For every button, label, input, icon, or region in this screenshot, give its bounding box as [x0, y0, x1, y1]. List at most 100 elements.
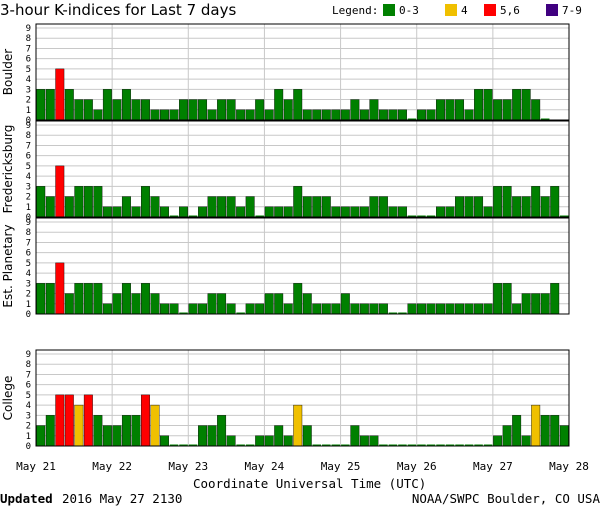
bar — [417, 109, 426, 121]
bar — [474, 89, 484, 121]
bar — [64, 89, 74, 121]
bar — [121, 196, 131, 218]
bar — [559, 215, 569, 217]
x-tick-label: May 26 — [397, 460, 437, 473]
bar — [112, 99, 122, 121]
bar — [74, 283, 84, 315]
bar — [93, 415, 103, 447]
bar — [455, 444, 464, 446]
bar — [255, 303, 265, 315]
updated-label: Updated — [0, 491, 53, 506]
bar — [493, 283, 503, 315]
bar — [521, 435, 531, 447]
bar — [445, 206, 455, 218]
bar — [140, 186, 150, 218]
bar — [179, 444, 188, 446]
bar — [255, 435, 265, 447]
bar — [169, 303, 179, 315]
bar — [198, 99, 208, 121]
legend-swatch-4 — [445, 4, 457, 16]
bar — [236, 109, 246, 121]
bar — [198, 206, 208, 218]
bar — [83, 283, 93, 315]
y-tick-label: 1 — [26, 106, 31, 116]
bar — [350, 425, 360, 447]
bar — [169, 444, 179, 446]
y-tick-label: 4 — [26, 269, 31, 279]
bar — [483, 206, 493, 218]
bar — [64, 394, 74, 447]
bar — [83, 186, 93, 218]
legend-swatch-0-3 — [383, 4, 395, 16]
bar — [302, 425, 312, 447]
bar — [474, 444, 483, 446]
bar — [302, 293, 312, 315]
y-tick-label: 5 — [26, 391, 31, 401]
bar — [293, 404, 303, 447]
bar — [312, 109, 322, 121]
bar — [150, 293, 160, 315]
bar — [255, 215, 264, 217]
bar — [531, 404, 541, 447]
bar — [188, 444, 198, 446]
bar — [121, 415, 131, 447]
legend-item-5-6: 5,6 — [500, 4, 520, 17]
bar — [36, 89, 46, 121]
y-tick-label: 7 — [26, 370, 31, 380]
bar — [426, 303, 436, 315]
bar — [331, 109, 341, 121]
bar — [445, 303, 455, 315]
y-tick-label: 0 — [26, 213, 31, 223]
bar — [45, 89, 55, 121]
bar — [188, 99, 198, 121]
bar — [359, 435, 369, 447]
bar — [540, 196, 550, 218]
bar — [417, 444, 426, 446]
y-tick-label: 3 — [26, 279, 31, 289]
bar — [226, 435, 236, 447]
bar — [283, 206, 293, 218]
bar — [350, 99, 360, 121]
bar — [359, 109, 369, 121]
bar — [436, 444, 445, 446]
bar — [112, 206, 122, 218]
bar — [407, 118, 417, 120]
y-tick-label: 7 — [26, 44, 31, 54]
bar — [112, 425, 122, 447]
bar — [293, 186, 303, 218]
bar — [236, 206, 246, 218]
y-tick-label: 6 — [26, 381, 31, 391]
y-tick-label: 0 — [26, 116, 31, 126]
bar — [302, 109, 312, 121]
y-tick-label: 0 — [26, 442, 31, 452]
bar — [140, 394, 150, 447]
bar — [74, 186, 84, 218]
bar — [540, 415, 550, 447]
bar — [188, 303, 198, 315]
bar — [102, 89, 112, 121]
bar — [464, 303, 474, 315]
bar — [293, 89, 303, 121]
bar — [264, 109, 274, 121]
bar — [198, 425, 208, 447]
bar — [483, 303, 493, 315]
y-tick-label: 1 — [26, 300, 31, 310]
panel-frame — [35, 23, 570, 121]
bar — [426, 444, 436, 446]
y-tick-label: 3 — [26, 411, 31, 421]
bar — [378, 303, 388, 315]
bar — [236, 444, 245, 446]
bar — [83, 394, 93, 447]
legend: Legend: 0-3 4 5,6 7-9 — [332, 4, 582, 17]
y-tick-label: 3 — [26, 182, 31, 192]
bar — [397, 206, 407, 218]
y-tick-label: 4 — [26, 172, 31, 182]
y-tick-label: 5 — [26, 259, 31, 269]
bar — [274, 425, 284, 447]
y-tick-label: 6 — [26, 55, 31, 65]
bar — [502, 99, 512, 121]
bar — [521, 293, 531, 315]
bar — [550, 415, 560, 447]
